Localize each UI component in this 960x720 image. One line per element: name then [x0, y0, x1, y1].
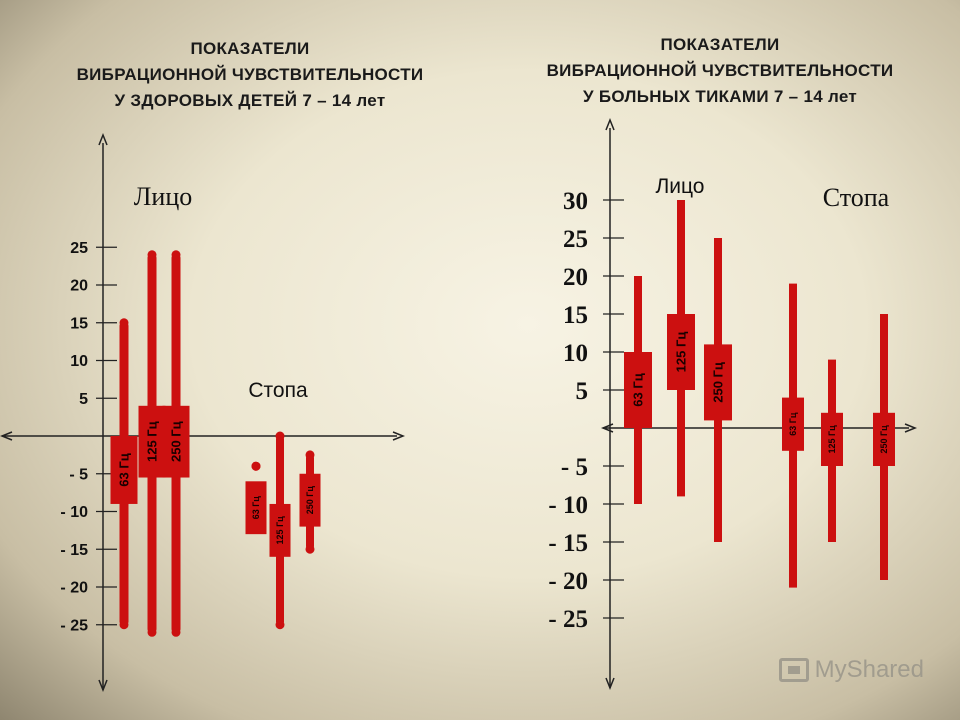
left-title-line-1: ПОКАЗАТЕЛИ — [190, 39, 310, 58]
left-y-tick-label: - 15 — [60, 542, 88, 559]
left-series-label: 63 Гц — [251, 496, 261, 520]
right-y-tick-label: - 20 — [548, 568, 588, 595]
right-y-axis-arrow-down-icon — [605, 677, 615, 691]
left-y-tick-label: - 10 — [60, 504, 88, 521]
right-range-box-1-1 — [821, 412, 843, 466]
right-title-line-2: ВИБРАЦИОННОЙ ЧУВСТВИТЕЛЬНОСТИ — [546, 61, 894, 80]
left-group-label-foot: Стопа — [248, 379, 308, 402]
right-range-box-0-1 — [667, 314, 695, 390]
right-y-tick-label: - 5 — [561, 454, 588, 481]
left-x-axis-arrow-icon — [392, 431, 406, 441]
right-group-label-foot: Стопа — [823, 183, 890, 212]
left-range-box-1-2 — [299, 473, 321, 527]
right-y-tick-label: - 25 — [548, 606, 588, 633]
left-y-tick-label: - 25 — [60, 617, 88, 634]
right-x-axis-arrow-icon — [904, 423, 918, 433]
right-y-tick-label: 20 — [563, 264, 588, 291]
right-y-tick-label: 10 — [563, 340, 588, 367]
right-range-box-1-0 — [782, 397, 804, 451]
left-title-line-2: ВИБРАЦИОННОЙ ЧУВСТВИТЕЛЬНОСТИ — [76, 65, 424, 84]
left-range-min-point — [119, 620, 129, 630]
left-series-label: 125 Гц — [275, 516, 285, 545]
left-series-label: 250 Гц — [305, 486, 315, 515]
left-range-min-point — [147, 627, 157, 637]
right-y-tick-label: - 10 — [548, 492, 588, 519]
left-y-axis-arrow-icon — [98, 132, 108, 146]
left-range-min-point — [171, 627, 181, 637]
right-y-tick-label: 30 — [563, 188, 588, 215]
left-range-min-point — [305, 544, 315, 554]
right-y-tick-label: 5 — [576, 378, 589, 405]
left-y-tick-label: 20 — [70, 278, 88, 295]
left-series-label: 63 Гц — [117, 453, 132, 486]
watermark-logo-icon — [778, 658, 809, 682]
right-series-label: 250 Гц — [879, 425, 889, 454]
left-range-box-0-1 — [138, 405, 166, 478]
right-group-label-face: Лицо — [656, 175, 705, 198]
right-x-axis-arrow-left-icon — [600, 423, 614, 433]
right-range-box-1-2 — [873, 412, 895, 466]
left-y-tick-label: 10 — [70, 353, 88, 370]
left-range-max-point — [171, 250, 181, 260]
right-y-tick-label: 15 — [563, 302, 588, 329]
left-range-max-point — [119, 318, 129, 328]
right-series-label: 250 Гц — [711, 362, 726, 403]
left-x-axis-arrow-left-icon — [0, 431, 13, 441]
left-series-label: 125 Гц — [145, 421, 160, 462]
right-range-box-0-0 — [624, 352, 652, 428]
left-y-axis-arrow-down-icon — [98, 679, 108, 693]
right-range-box-0-2 — [704, 344, 732, 421]
right-title-line-1: ПОКАЗАТЕЛИ — [660, 35, 780, 54]
left-range-max-point — [305, 450, 315, 460]
left-range-box-0-0 — [110, 436, 138, 504]
left-range-box-1-0 — [245, 481, 267, 535]
left-range-box-1-1 — [269, 503, 291, 557]
left-group-label-face: Лицо — [134, 182, 192, 211]
left-y-tick-label: - 5 — [69, 466, 88, 483]
right-series-label: 63 Гц — [788, 412, 798, 436]
left-y-tick-label: - 20 — [60, 580, 88, 597]
left-title-line-3: У ЗДОРОВЫХ ДЕТЕЙ 7 – 14 лет — [114, 91, 386, 110]
right-y-tick-label: - 15 — [548, 530, 588, 557]
left-range-min-point — [251, 461, 261, 471]
watermark-text: MyShared — [814, 656, 924, 683]
right-series-label: 125 Гц — [827, 425, 837, 454]
right-title-line-3: У БОЛЬНЫХ ТИКАМИ 7 – 14 лет — [582, 87, 858, 106]
left-range-max-point — [275, 431, 285, 441]
right-y-tick-label: 25 — [563, 226, 588, 253]
left-chart-title: ПОКАЗАТЕЛИ ВИБРАЦИОННОЙ ЧУВСТВИТЕЛЬНОСТИ… — [20, 36, 480, 114]
right-series-label: 125 Гц — [674, 332, 689, 373]
right-y-axis-arrow-icon — [605, 117, 615, 131]
left-range-max-point — [147, 250, 157, 260]
left-range-min-point — [275, 620, 285, 630]
left-series-label: 250 Гц — [169, 421, 184, 462]
left-y-tick-label: 5 — [79, 391, 88, 408]
watermark: MyShared — [778, 656, 924, 684]
right-series-label: 63 Гц — [631, 373, 646, 406]
left-y-tick-label: 25 — [70, 240, 88, 257]
left-y-tick-label: 15 — [70, 315, 88, 332]
left-range-box-0-2 — [162, 405, 190, 478]
right-chart-title: ПОКАЗАТЕЛИ ВИБРАЦИОННОЙ ЧУВСТВИТЕЛЬНОСТИ… — [490, 32, 950, 110]
